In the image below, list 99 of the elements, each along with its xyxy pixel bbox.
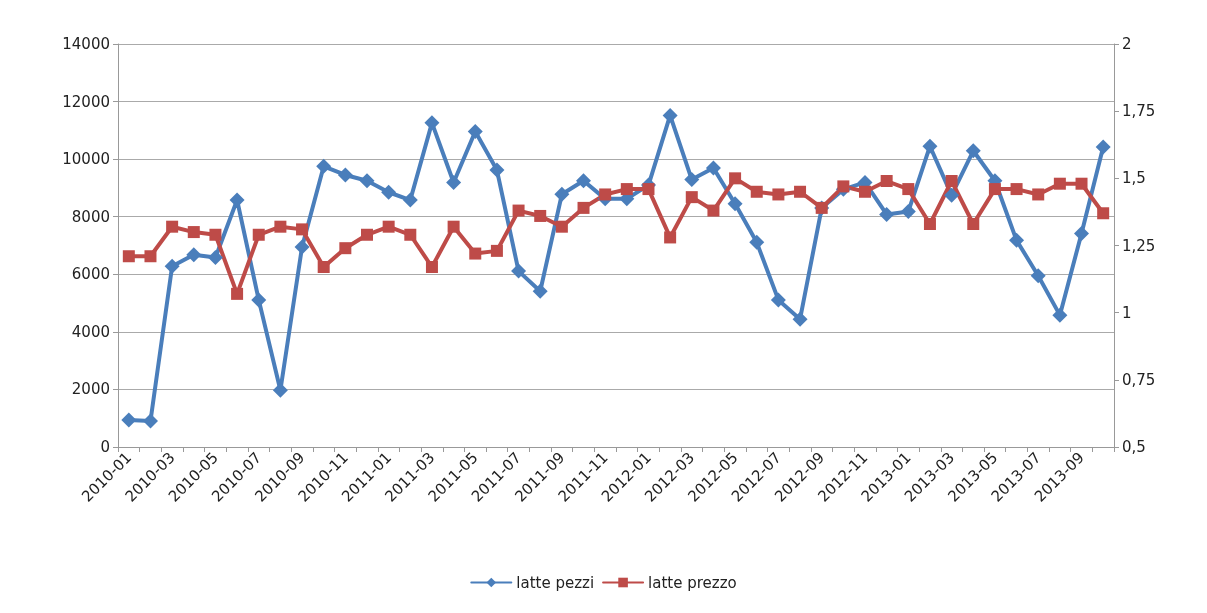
point [577, 201, 590, 214]
point [770, 292, 786, 308]
point [792, 311, 808, 327]
point [922, 138, 938, 154]
point [837, 180, 850, 193]
y-tick-label: 2000 [71, 380, 110, 399]
y2-tick-label: 1,75 [1122, 102, 1156, 121]
point [274, 220, 287, 233]
point [361, 228, 373, 241]
point [317, 260, 330, 273]
y-tick-label: 14000 [62, 35, 110, 53]
point [1010, 183, 1023, 196]
point [164, 258, 180, 274]
point [880, 175, 893, 188]
point [469, 247, 482, 260]
point [512, 204, 525, 217]
y2-tick-label: 2 [1122, 35, 1132, 53]
y-tick-label: 4000 [71, 322, 110, 341]
point [490, 244, 503, 257]
point [1074, 225, 1090, 241]
point [599, 188, 612, 201]
point [879, 206, 895, 222]
point [662, 107, 678, 123]
point [231, 287, 244, 300]
point [296, 223, 309, 236]
point [859, 185, 871, 198]
point [749, 234, 765, 250]
point [316, 158, 332, 174]
y-tick-label: 12000 [62, 92, 110, 111]
point [447, 220, 460, 233]
point [532, 283, 548, 299]
point [555, 220, 568, 233]
point [251, 292, 267, 308]
point [642, 183, 655, 196]
point [489, 162, 505, 178]
point [900, 204, 916, 220]
point [534, 209, 547, 222]
point [186, 247, 202, 263]
point [684, 172, 700, 188]
point [967, 218, 980, 231]
y-tick-label: 6000 [71, 265, 110, 284]
point [902, 183, 915, 196]
point [1052, 307, 1068, 323]
point [142, 413, 158, 429]
point [252, 228, 265, 241]
point [554, 186, 570, 202]
point [1009, 232, 1025, 248]
point [122, 250, 135, 263]
point [620, 183, 633, 196]
point [772, 188, 785, 201]
y2-tick-label: 1,25 [1122, 236, 1156, 255]
y2-tick-label: 0,5 [1122, 438, 1146, 456]
point [425, 260, 438, 273]
y2-tick-label: 1,5 [1122, 169, 1146, 188]
point [382, 220, 395, 233]
point [664, 231, 677, 244]
point [576, 173, 592, 189]
point [1075, 177, 1088, 190]
y-tick-label: 10000 [62, 150, 110, 169]
legend-label: latte prezzo [648, 573, 737, 592]
point [187, 226, 200, 239]
point [209, 228, 222, 241]
y2-tick-label: 1 [1122, 303, 1132, 322]
point [1097, 207, 1110, 220]
point [446, 174, 462, 190]
point [402, 192, 418, 208]
point [707, 204, 720, 217]
point [685, 191, 698, 204]
point [381, 184, 397, 200]
y-tick-label: 8000 [71, 207, 110, 226]
point [944, 187, 960, 203]
point [750, 185, 763, 198]
point [339, 242, 352, 255]
point [511, 263, 527, 279]
legend-label: latte pezzi [516, 573, 595, 592]
point [794, 185, 807, 198]
point [945, 175, 958, 188]
y-tick-label: 0 [100, 438, 110, 456]
point [424, 115, 440, 131]
point [923, 218, 936, 231]
point [1095, 139, 1111, 155]
point [1032, 188, 1045, 201]
point [988, 183, 1001, 196]
point [166, 220, 179, 233]
point [337, 167, 353, 183]
point [1053, 177, 1066, 190]
y2-tick-label: 0,75 [1122, 370, 1156, 389]
point [1030, 268, 1046, 284]
point [727, 196, 743, 212]
point [121, 412, 137, 428]
point [294, 239, 310, 255]
point [467, 124, 483, 140]
point [359, 173, 375, 189]
point [144, 250, 157, 263]
point [705, 160, 721, 176]
point [729, 172, 742, 185]
point [965, 143, 981, 159]
point [404, 228, 417, 241]
point [207, 250, 223, 266]
